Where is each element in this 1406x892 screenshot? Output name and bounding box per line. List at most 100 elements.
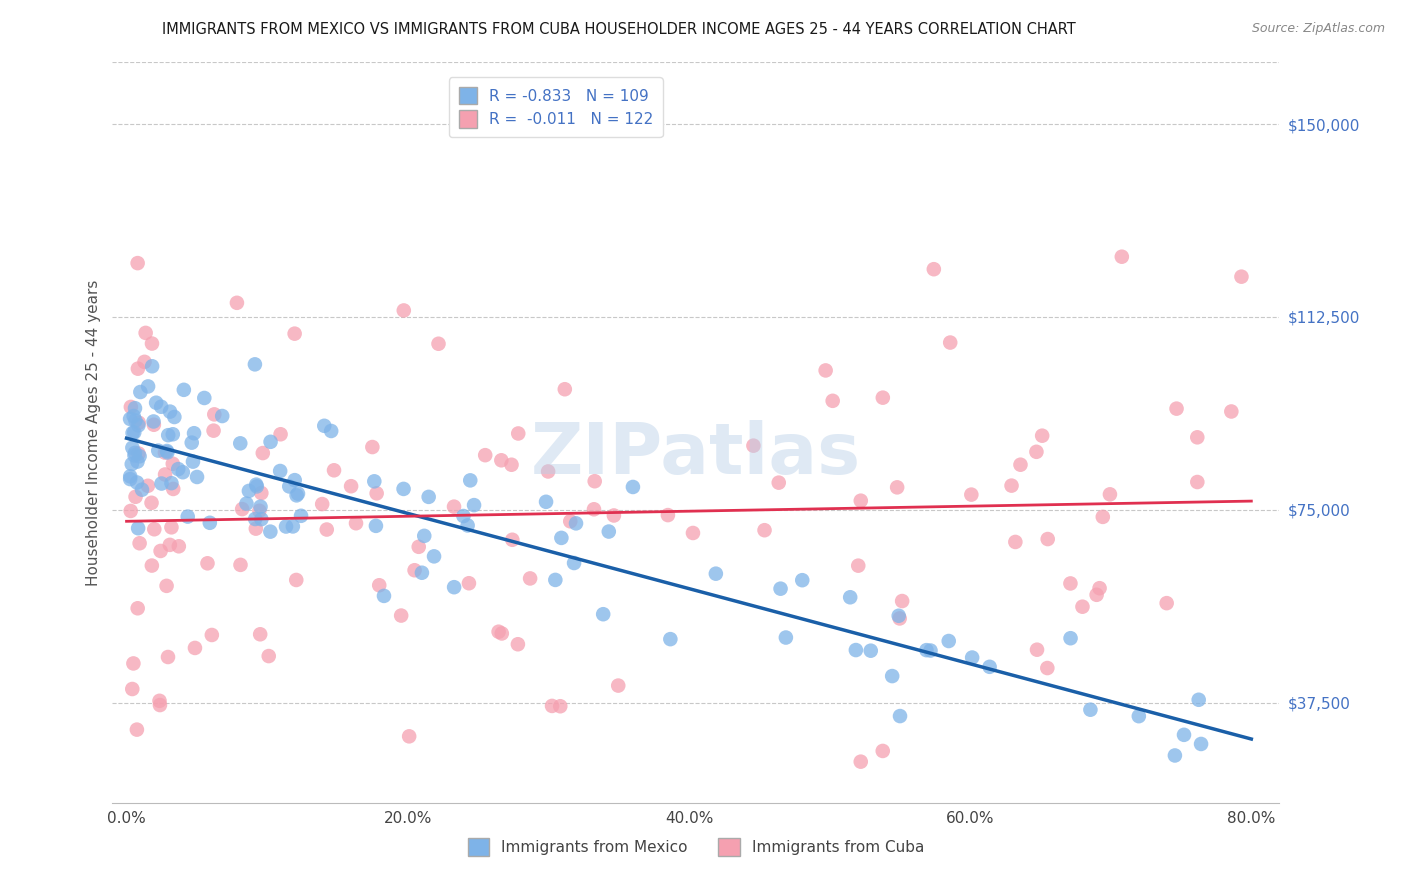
Point (235, 497, 257, 511)
Point (1091, 509, 1114, 524)
Point (193, 391, 215, 405)
Point (389, 608, 412, 623)
Point (887, 608, 910, 623)
Point (156, 650, 179, 665)
Point (960, 650, 983, 665)
Point (882, 669, 904, 683)
Point (754, 523, 776, 537)
Point (592, 607, 614, 622)
Point (340, 479, 363, 493)
Point (915, 643, 938, 657)
Point (849, 755, 872, 769)
Point (247, 504, 270, 518)
Point (153, 467, 176, 482)
Point (128, 416, 150, 430)
Point (177, 509, 200, 524)
Point (121, 425, 143, 440)
Point (453, 509, 475, 524)
Point (259, 524, 281, 539)
Point (474, 448, 496, 462)
Point (408, 540, 430, 554)
Point (125, 723, 148, 737)
Point (172, 465, 194, 479)
Point (127, 361, 149, 376)
Point (284, 473, 307, 487)
Point (127, 256, 149, 270)
Point (226, 295, 249, 310)
Point (245, 522, 267, 536)
Point (183, 426, 205, 441)
Point (458, 576, 481, 591)
Point (155, 579, 177, 593)
Point (128, 446, 150, 460)
Point (160, 476, 183, 491)
Point (363, 475, 385, 489)
Point (814, 363, 837, 377)
Point (122, 409, 145, 423)
Point (404, 563, 426, 577)
Point (939, 335, 962, 350)
Point (960, 488, 983, 502)
Point (167, 462, 190, 476)
Point (243, 512, 266, 526)
Point (128, 450, 150, 464)
Point (1088, 581, 1111, 595)
Point (284, 326, 307, 341)
Point (120, 469, 142, 483)
Point (1220, 404, 1243, 418)
Point (1164, 748, 1187, 763)
Point (1004, 535, 1026, 549)
Point (519, 571, 541, 585)
Point (1156, 596, 1178, 610)
Point (501, 458, 523, 472)
Point (938, 634, 960, 648)
Point (361, 440, 384, 454)
Point (128, 536, 150, 550)
Point (889, 611, 911, 625)
Point (1173, 728, 1195, 742)
Point (1000, 478, 1022, 492)
Point (252, 446, 274, 460)
Point (269, 464, 291, 478)
Point (413, 529, 436, 543)
Point (443, 500, 465, 514)
Point (281, 519, 304, 533)
Point (131, 483, 153, 497)
Point (1128, 709, 1150, 723)
Point (315, 523, 337, 537)
Point (463, 498, 485, 512)
Point (127, 454, 149, 468)
Point (792, 573, 814, 587)
Point (270, 427, 292, 442)
Point (682, 526, 704, 541)
Point (548, 699, 571, 714)
Point (186, 470, 208, 484)
Point (136, 379, 159, 393)
Point (149, 544, 172, 558)
Point (839, 591, 862, 605)
Point (1111, 250, 1133, 264)
Point (364, 519, 387, 533)
Point (544, 573, 567, 587)
Point (508, 426, 530, 441)
Point (1230, 269, 1253, 284)
Point (598, 524, 620, 539)
Point (124, 448, 146, 462)
Point (197, 557, 219, 571)
Point (231, 502, 253, 516)
Point (845, 643, 868, 657)
Point (145, 395, 167, 409)
Point (162, 482, 184, 496)
Point (150, 400, 173, 414)
Point (443, 580, 465, 594)
Point (127, 521, 149, 535)
Point (922, 262, 945, 277)
Point (314, 418, 336, 433)
Point (488, 624, 510, 639)
Point (537, 465, 560, 479)
Y-axis label: Householder Income Ages 25 - 44 years: Householder Income Ages 25 - 44 years (86, 279, 101, 586)
Point (541, 698, 564, 713)
Point (142, 415, 165, 429)
Point (124, 401, 146, 416)
Point (124, 425, 146, 440)
